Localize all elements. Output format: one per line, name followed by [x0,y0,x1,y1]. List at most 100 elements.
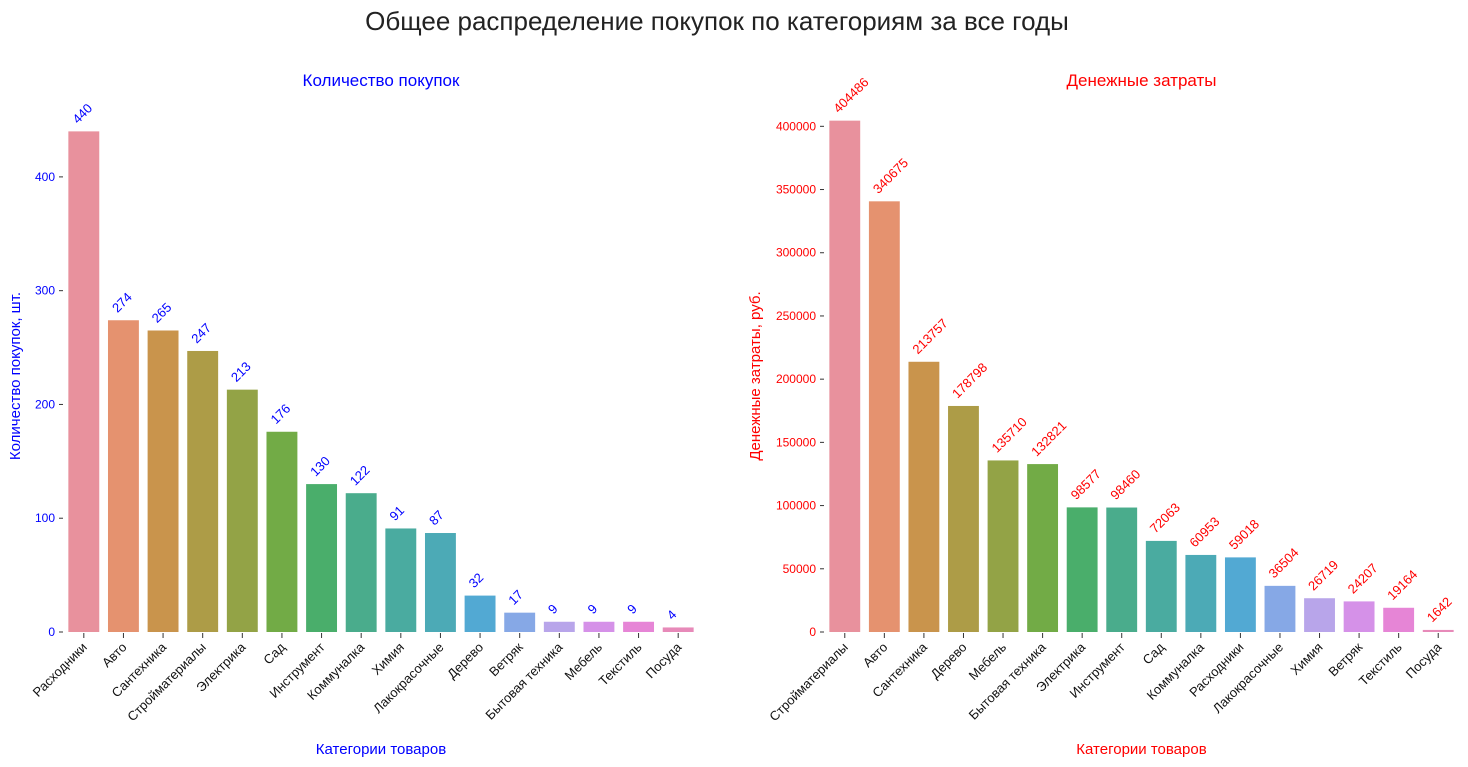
spending-bar-value-label: 60953 [1186,514,1222,550]
count-x-tick-label: Лакокрасочные [370,640,446,716]
spending-x-tick-label: Сад [1140,639,1168,667]
count-x-tick-label: Дерево [444,640,486,682]
count-x-tick-label: Текстиль [596,639,645,688]
spending-y-tick-label: 400000 [776,119,816,133]
count-bar [107,320,139,632]
spending-bar [1422,629,1454,632]
spending-bar [1343,601,1375,632]
spending-bar [908,361,940,632]
spending-bar-value-label: 404486 [830,74,871,115]
spending-bar [1383,607,1415,632]
count-x-tick-label: Авто [99,640,130,671]
spending-bar-value-label: 36504 [1265,545,1301,581]
spending-bar-value-label: 72063 [1147,500,1183,536]
chart-panel-spending: Денежные затраты Денежные затраты, руб. Ка… [747,71,1455,758]
spending-x-tick-label: Посуда [1403,639,1445,681]
spending-bar-value-label: 178798 [949,360,990,401]
count-x-tick-label: Посуда [643,639,685,681]
spending-y-tick-label: 100000 [776,499,816,513]
spending-bar [1027,464,1059,632]
count-bar [306,484,338,632]
count-bar [187,350,219,632]
spending-bar-value-label: 132821 [1028,418,1069,459]
count-chart-title: Количество покупок [303,71,460,90]
count-bar-value-label: 9 [584,601,600,617]
count-x-tick-label: Химия [369,640,407,678]
count-bar [504,612,536,632]
spending-y-tick-label: 300000 [776,246,816,260]
count-bar [147,330,179,632]
spending-y-tick-label: 200000 [776,372,816,386]
count-bar [385,528,417,632]
spending-bar [948,405,979,632]
count-y-tick-label: 300 [35,284,55,298]
spending-y-tick-label: 150000 [776,435,816,449]
count-bar-value-label: 440 [69,101,95,127]
spending-x-tick-label: Стройматериалы [766,640,851,725]
count-y-tick-label: 400 [35,170,55,184]
spending-x-tick-label: Авто [860,640,891,671]
spending-x-tick-label: Химия [1287,640,1325,678]
count-bar-value-label: 32 [466,570,487,591]
spending-bar-value-label: 135710 [989,414,1030,455]
spending-bar [868,201,900,632]
spending-bar-value-label: 1642 [1424,594,1455,625]
count-bar [623,621,655,632]
spending-bar-value-label: 24207 [1345,560,1381,596]
count-bar [266,431,298,632]
count-bar [464,595,496,632]
count-bar [583,621,615,632]
spending-bar-value-label: 213757 [909,316,950,357]
count-bar-value-label: 176 [267,401,293,427]
count-bar [543,621,575,632]
spending-bar-value-label: 98577 [1068,466,1104,502]
spending-x-tick-label: Лакокрасочные [1210,640,1286,716]
count-bar [226,389,258,632]
spending-bar [1224,557,1256,632]
spending-chart-title: Денежные затраты [1067,71,1217,90]
spending-y-tick-label: 350000 [776,183,816,197]
count-bar-value-label: 274 [109,289,135,315]
spending-bar [1264,585,1296,632]
spending-bar [829,120,861,633]
spending-bar-value-label: 340675 [870,155,911,196]
spending-bar [1066,507,1098,632]
count-bar [68,131,100,632]
chart-panel-count: Количество покупок Количество покупок, шт… [7,71,694,758]
count-y-axis-label: Количество покупок, шт. [7,292,24,460]
count-bar [424,533,456,632]
spending-bar [1185,554,1217,632]
count-bar-value-label: 4 [664,607,680,623]
count-bar-value-label: 87 [426,507,447,528]
count-bar [662,627,694,632]
spending-bar-value-label: 26719 [1305,557,1341,593]
spending-y-axis-label: Денежные затраты, руб. [747,291,764,460]
count-bar-value-label: 9 [624,601,640,617]
count-bar-value-label: 247 [188,320,214,346]
count-y-tick-label: 200 [35,397,55,411]
spending-bar-value-label: 98460 [1107,466,1143,502]
spending-bar [987,460,1019,632]
count-x-tick-label: Расходники [30,640,90,700]
count-bar-value-label: 213 [228,359,254,385]
spending-y-tick-label: 0 [809,625,816,639]
spending-y-tick-label: 50000 [783,562,817,576]
count-x-axis-label: Категории товаров [316,741,446,758]
figure-title: Общее распределение покупок по категория… [365,6,1069,36]
count-bar-value-label: 130 [307,453,333,479]
count-bar [345,493,377,632]
count-bar-value-label: 9 [545,601,561,617]
count-bar-value-label: 265 [149,300,175,326]
count-y-tick-label: 0 [48,625,55,639]
count-x-tick-label: Сад [260,639,288,667]
spending-bar-value-label: 59018 [1226,516,1262,552]
spending-bar [1304,598,1335,632]
spending-bar [1106,507,1138,632]
spending-x-tick-label: Дерево [928,640,970,682]
spending-bar [1145,540,1177,632]
count-bar-value-label: 122 [347,462,373,488]
count-bar-value-label: 17 [505,587,526,608]
spending-bar-value-label: 19164 [1384,567,1420,603]
